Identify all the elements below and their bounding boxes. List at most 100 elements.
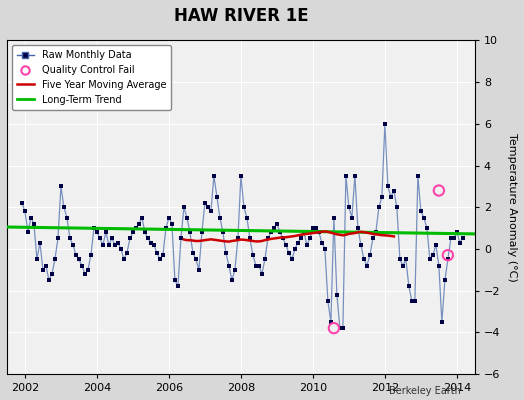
Point	[333, 292, 341, 298]
Point	[435, 187, 443, 194]
Point	[210, 173, 218, 179]
Point	[369, 235, 377, 242]
Point	[42, 262, 50, 269]
Point	[399, 262, 407, 269]
Point	[105, 242, 113, 248]
Point	[222, 250, 230, 256]
Point	[54, 235, 62, 242]
Point	[270, 225, 278, 231]
Point	[114, 240, 122, 246]
Point	[129, 229, 137, 236]
Point	[198, 229, 206, 236]
Point	[141, 229, 149, 236]
Point	[246, 235, 254, 242]
Point	[402, 256, 410, 262]
Point	[216, 214, 224, 221]
Title: HAW RIVER 1E: HAW RIVER 1E	[173, 7, 308, 25]
Point	[108, 235, 116, 242]
Point	[39, 266, 47, 273]
Point	[390, 187, 398, 194]
Point	[453, 229, 461, 236]
Point	[282, 242, 290, 248]
Point	[326, 319, 335, 325]
Point	[18, 200, 26, 206]
Point	[413, 173, 422, 179]
Point	[339, 325, 347, 331]
Point	[159, 252, 167, 258]
Point	[321, 246, 329, 252]
Point	[119, 256, 128, 262]
Point	[408, 298, 416, 304]
Point	[102, 229, 110, 236]
Point	[60, 204, 68, 210]
Point	[420, 214, 428, 221]
Point	[446, 235, 455, 242]
Point	[30, 221, 38, 227]
Point	[45, 277, 53, 283]
Point	[330, 325, 338, 331]
Point	[324, 298, 332, 304]
Point	[174, 283, 182, 290]
Point	[392, 204, 401, 210]
Point	[237, 173, 245, 179]
Point	[66, 235, 74, 242]
Point	[429, 252, 437, 258]
Point	[363, 262, 371, 269]
Point	[84, 266, 92, 273]
Point	[93, 229, 101, 236]
Point	[297, 235, 305, 242]
Point	[384, 183, 392, 190]
Text: Berkeley Earth: Berkeley Earth	[389, 386, 461, 396]
Point	[458, 235, 467, 242]
Point	[117, 246, 125, 252]
Point	[396, 256, 404, 262]
Point	[78, 262, 86, 269]
Point	[293, 240, 302, 246]
Point	[291, 246, 299, 252]
Point	[276, 229, 284, 236]
Point	[123, 250, 131, 256]
Point	[69, 242, 77, 248]
Point	[258, 271, 266, 277]
Point	[165, 214, 173, 221]
Point	[234, 235, 242, 242]
Point	[63, 214, 71, 221]
Point	[261, 256, 269, 262]
Point	[152, 250, 161, 256]
Point	[300, 229, 308, 236]
Point	[207, 208, 215, 214]
Point	[450, 235, 458, 242]
Point	[387, 194, 395, 200]
Point	[32, 256, 41, 262]
Point	[279, 235, 287, 242]
Point	[135, 221, 143, 227]
Point	[425, 256, 434, 262]
Point	[336, 325, 344, 331]
Point	[27, 214, 35, 221]
Point	[75, 256, 83, 262]
Point	[231, 266, 239, 273]
Point	[171, 277, 179, 283]
Point	[342, 173, 350, 179]
Point	[177, 235, 185, 242]
Point	[144, 235, 152, 242]
Point	[444, 256, 452, 262]
Point	[189, 250, 197, 256]
Point	[303, 242, 311, 248]
Point	[126, 235, 134, 242]
Point	[57, 183, 65, 190]
Point	[288, 256, 296, 262]
Point	[24, 229, 32, 236]
Point	[249, 252, 257, 258]
Point	[315, 229, 323, 236]
Point	[239, 204, 248, 210]
Point	[168, 221, 176, 227]
Point	[96, 235, 104, 242]
Point	[345, 204, 353, 210]
Point	[204, 204, 212, 210]
Point	[405, 283, 413, 290]
Point	[225, 262, 233, 269]
Point	[411, 298, 419, 304]
Point	[219, 229, 227, 236]
Point	[432, 242, 440, 248]
